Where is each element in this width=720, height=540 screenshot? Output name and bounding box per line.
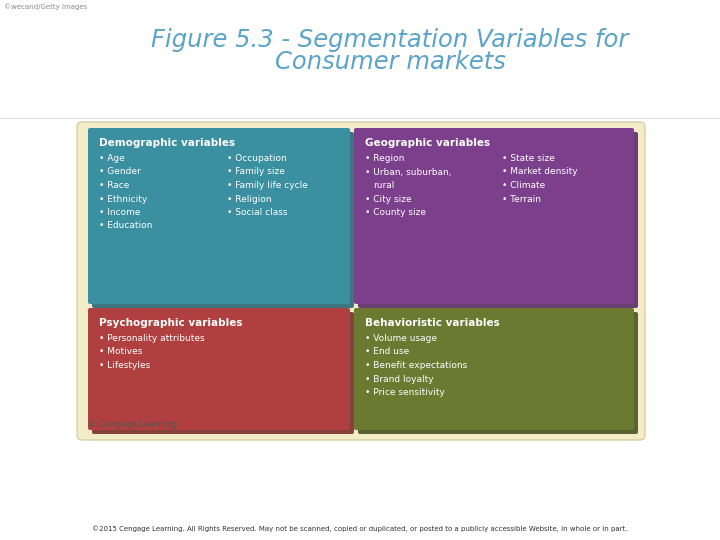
FancyBboxPatch shape [88, 308, 350, 430]
Text: • Ethnicity: • Ethnicity [99, 194, 148, 204]
Text: • Climate: • Climate [502, 181, 545, 190]
Text: • Lifestyles: • Lifestyles [99, 361, 150, 370]
Text: • State size: • State size [502, 154, 555, 163]
FancyBboxPatch shape [358, 312, 638, 434]
Text: © Cengage Learning: © Cengage Learning [88, 420, 176, 429]
Text: • Age: • Age [99, 154, 125, 163]
Text: Demographic variables: Demographic variables [99, 138, 235, 148]
Text: • Income: • Income [99, 208, 140, 217]
Text: • Region: • Region [365, 154, 405, 163]
Text: • Occupation: • Occupation [227, 154, 287, 163]
Text: Behavioristic variables: Behavioristic variables [365, 318, 500, 328]
Text: ©wecand/Getty Images: ©wecand/Getty Images [4, 3, 87, 10]
Text: • Price sensitivity: • Price sensitivity [365, 388, 445, 397]
Text: • End use: • End use [365, 348, 409, 356]
Text: Psychographic variables: Psychographic variables [99, 318, 243, 328]
Text: • County size: • County size [365, 208, 426, 217]
FancyBboxPatch shape [92, 312, 354, 434]
Text: • Family size: • Family size [227, 167, 285, 177]
Text: • Brand loyalty: • Brand loyalty [365, 375, 433, 383]
Text: rural: rural [373, 181, 395, 190]
Text: • Benefit expectations: • Benefit expectations [365, 361, 467, 370]
Text: Geographic variables: Geographic variables [365, 138, 490, 148]
Text: Consumer markets: Consumer markets [274, 50, 505, 74]
Text: • Urban, suburban,: • Urban, suburban, [365, 167, 451, 177]
FancyBboxPatch shape [358, 132, 638, 308]
FancyBboxPatch shape [92, 132, 354, 308]
Text: • Gender: • Gender [99, 167, 140, 177]
FancyBboxPatch shape [77, 122, 645, 440]
Text: • Motives: • Motives [99, 348, 143, 356]
Text: • Race: • Race [99, 181, 130, 190]
Text: • Volume usage: • Volume usage [365, 334, 437, 343]
Text: • Market density: • Market density [502, 167, 577, 177]
Text: • Religion: • Religion [227, 194, 271, 204]
Text: • Social class: • Social class [227, 208, 287, 217]
Text: ©2015 Cengage Learning. All Rights Reserved. May not be scanned, copied or dupli: ©2015 Cengage Learning. All Rights Reser… [92, 525, 628, 532]
FancyBboxPatch shape [354, 128, 634, 304]
Text: • Family life cycle: • Family life cycle [227, 181, 308, 190]
Text: Figure 5.3 - Segmentation Variables for: Figure 5.3 - Segmentation Variables for [151, 28, 629, 52]
Bar [0, 0, 720, 120]
FancyBboxPatch shape [88, 128, 350, 304]
Text: • Terrain: • Terrain [502, 194, 541, 204]
FancyBboxPatch shape [354, 308, 634, 430]
Text: • Personality attributes: • Personality attributes [99, 334, 204, 343]
Text: • City size: • City size [365, 194, 412, 204]
Text: • Education: • Education [99, 221, 153, 231]
